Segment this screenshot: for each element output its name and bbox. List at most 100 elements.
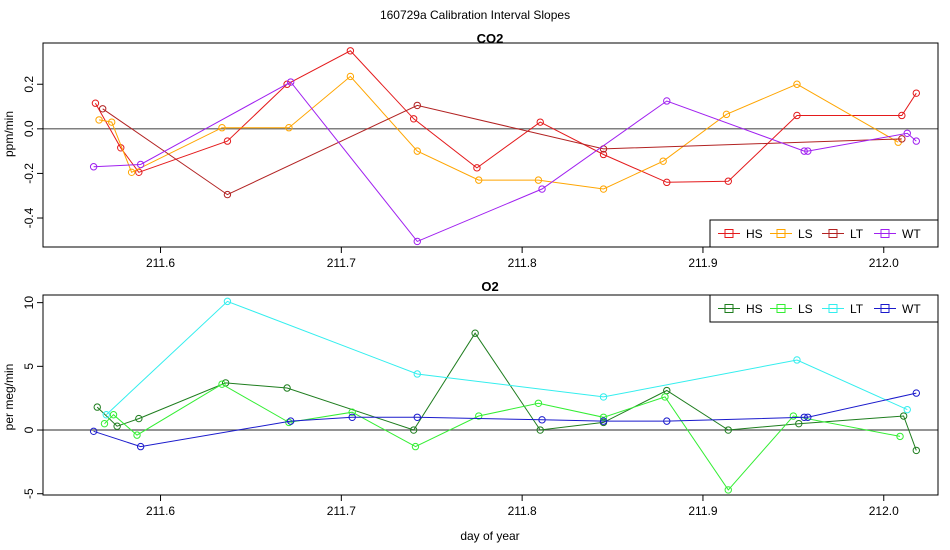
o2-legend-label-wt: WT: [902, 302, 921, 316]
co2-legend-label-wt: WT: [902, 227, 921, 241]
o2-x-tick-label: 211.9: [688, 504, 717, 518]
o2-point-ls: [724, 486, 732, 494]
o2-x-tick-label: 212.0: [869, 504, 899, 518]
co2-legend-marker-ls: [776, 229, 786, 238]
o2-point-ls: [896, 432, 904, 441]
co2-point-wt: [804, 147, 812, 155]
co2-point-ls: [475, 176, 483, 184]
o2-legend-label-hs: HS: [746, 302, 763, 316]
co2-legend-label-lt: LT: [850, 227, 864, 241]
co2-point-hs: [473, 164, 481, 172]
co2-y-tick-label: -0.4: [22, 207, 36, 228]
co2-point-ls: [218, 124, 226, 132]
o2-point-wt: [804, 413, 812, 421]
o2-point-lt: [793, 356, 801, 364]
co2-point-hs: [724, 177, 732, 185]
o2-point-ls: [599, 413, 608, 421]
co2-legend-label-ls: LS: [798, 227, 813, 241]
o2-point-wt: [89, 427, 98, 436]
co2-point-hs: [599, 150, 608, 159]
o2-point-wt: [599, 417, 608, 425]
o2-point-wt: [287, 417, 295, 425]
co2-point-wt: [663, 97, 671, 105]
o2-point-lt: [599, 393, 608, 401]
o2-point-wt: [348, 413, 356, 421]
co2-point-ls: [127, 168, 136, 177]
co2-title: CO2: [477, 31, 504, 46]
o2-point-hs: [471, 329, 479, 337]
co2-point-hs: [793, 111, 801, 120]
o2-y-tick-label: 0: [22, 426, 36, 433]
o2-point-wt: [800, 413, 808, 421]
o2-legend-marker-lt: [828, 304, 838, 313]
o2-legend-label-lt: LT: [850, 302, 864, 316]
co2-point-wt: [538, 185, 546, 193]
o2-legend-marker-wt: [880, 304, 890, 313]
co2-series-line-lt: [102, 104, 902, 196]
o2-x-tick-label: 211.7: [327, 504, 356, 518]
co2-point-ls: [346, 72, 355, 81]
o2-point-hs: [93, 403, 101, 411]
o2-x-tick-label: 211.6: [146, 504, 175, 518]
o2-point-ls: [348, 408, 356, 416]
o2-point-lt: [223, 297, 232, 306]
o2-y-tick-label: 5: [22, 363, 36, 370]
o2-legend-marker-ls: [776, 304, 786, 313]
co2-x-tick-label: 211.8: [508, 256, 537, 270]
co2-point-ls: [659, 157, 667, 165]
o2-point-ls: [661, 393, 669, 401]
o2-point-wt: [413, 413, 421, 421]
co2-point-wt: [912, 137, 921, 145]
co2-point-hs: [91, 99, 100, 107]
o2-point-hs: [283, 384, 291, 392]
o2-point-wt: [663, 417, 671, 425]
o2-xlabel: day of year: [460, 529, 519, 543]
o2-point-wt: [912, 389, 921, 397]
co2-x-tick-label: 211.6: [146, 256, 175, 270]
co2-point-ls: [413, 147, 421, 155]
co2-x-tick-label: 211.9: [688, 256, 717, 270]
o2-point-hs: [912, 446, 921, 455]
o2-series-line-hs: [96, 332, 917, 451]
o2-point-hs: [536, 426, 544, 434]
o2-title: O2: [481, 279, 498, 294]
co2-legend-label-hs: HS: [746, 227, 763, 241]
co2-point-wt: [800, 147, 808, 155]
o2-panel: O2 per meg/min day of year 211.6 211.7 211…: [2, 279, 939, 543]
co2-point-hs: [912, 89, 921, 97]
o2-point-hs: [113, 422, 121, 430]
co2-point-wt: [903, 129, 911, 137]
co2-point-ls: [793, 80, 801, 88]
o2-point-lt: [413, 370, 421, 378]
co2-legend-marker-hs: [724, 229, 734, 238]
o2-point-wt: [136, 442, 145, 451]
o2-legend-marker-hs: [724, 304, 734, 313]
o2-point-hs: [795, 419, 803, 428]
o2-point-ls: [411, 442, 420, 451]
co2-series-line-wt: [93, 81, 917, 243]
o2-point-lt: [903, 405, 911, 414]
co2-point-ls: [599, 185, 608, 193]
co2-point-lt: [898, 135, 906, 143]
co2-y-tick-label: 0.2: [22, 76, 36, 93]
o2-point-ls: [133, 431, 141, 439]
co2-series-line-ls: [99, 75, 899, 190]
co2-point-wt: [413, 237, 421, 246]
o2-series-line-wt: [93, 392, 917, 448]
o2-point-ls: [109, 411, 118, 419]
co2-point-hs: [536, 118, 544, 126]
co2-point-hs: [663, 178, 671, 187]
o2-point-ls: [218, 380, 226, 388]
co2-ylabel: ppm/min: [2, 111, 16, 157]
o2-point-ls: [475, 412, 483, 420]
co2-plot-frame: [42, 42, 939, 248]
co2-x-tick-label: 212.0: [869, 256, 899, 270]
o2-point-ls: [789, 412, 798, 420]
co2-x-tick-label: 211.7: [327, 256, 356, 270]
o2-point-ls: [100, 419, 109, 428]
o2-legend-label-ls: LS: [798, 302, 813, 316]
o2-x-tick-label: 211.8: [508, 504, 537, 518]
figure-title: 160729a Calibration Interval Slopes: [380, 8, 570, 22]
co2-point-wt: [136, 160, 145, 169]
